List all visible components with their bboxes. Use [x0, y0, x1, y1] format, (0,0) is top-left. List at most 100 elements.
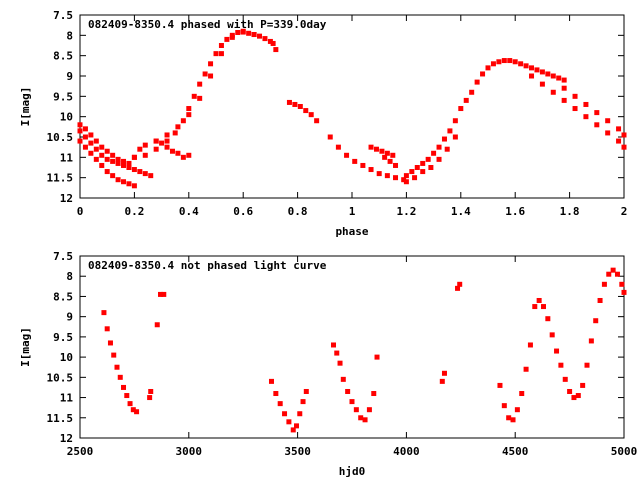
data-point [191, 93, 197, 99]
y-tick-label: 10.5 [47, 371, 74, 384]
data-point [452, 134, 458, 140]
y-tick-label: 10.5 [47, 131, 74, 144]
x-tick-label: 1.8 [560, 205, 580, 218]
data-point [180, 118, 186, 124]
data-point [556, 75, 562, 81]
data-point [619, 281, 625, 287]
data-point [431, 150, 437, 156]
y-tick-label: 8 [66, 29, 73, 42]
y-tick-label: 9.5 [53, 331, 73, 344]
data-point [571, 395, 577, 401]
data-point [554, 348, 560, 354]
data-point [376, 171, 382, 177]
y-tick-label: 9 [66, 311, 73, 324]
data-point [172, 130, 178, 136]
y-tick-label: 11.5 [47, 412, 74, 425]
data-point [562, 376, 568, 382]
data-point [519, 391, 525, 397]
data-point [142, 142, 148, 148]
data-point [412, 175, 418, 181]
data-point [457, 281, 463, 287]
data-point [273, 391, 279, 397]
data-point [561, 97, 567, 103]
data-point [297, 411, 303, 417]
data-point [300, 399, 306, 405]
y-axis-label: I[mag] [19, 327, 32, 367]
data-point [539, 81, 545, 87]
y-axis-label: I[mag] [19, 87, 32, 127]
data-point [335, 144, 341, 150]
data-point [337, 360, 343, 366]
data-point [121, 158, 127, 164]
data-point [601, 281, 607, 287]
data-point [218, 43, 224, 48]
data-point [428, 165, 434, 170]
data-point [290, 427, 296, 433]
data-point [197, 81, 203, 87]
x-tick-label: 2 [621, 205, 628, 218]
x-tick-label: 0.8 [288, 205, 308, 218]
x-tick-label: 0.6 [233, 205, 253, 218]
data-point [153, 146, 159, 152]
data-point [134, 409, 140, 415]
data-point [436, 144, 442, 150]
data-point [186, 112, 192, 118]
data-point [101, 310, 107, 316]
data-point [308, 112, 314, 118]
x-tick-label: 1.4 [451, 205, 471, 218]
plot-frame [79, 14, 625, 199]
data-point [523, 366, 529, 372]
data-point [229, 34, 235, 40]
data-point [294, 423, 300, 429]
y-tick-label: 9.5 [53, 90, 73, 103]
data-point [532, 304, 538, 310]
y-tick-label: 9 [66, 70, 73, 83]
data-point [480, 71, 486, 77]
data-point [540, 304, 546, 310]
data-point [334, 350, 340, 356]
x-tick-label: 5000 [611, 445, 638, 458]
data-point [130, 407, 136, 413]
y-tick-label: 7.5 [53, 9, 73, 22]
data-point [349, 399, 355, 405]
data-point [588, 338, 594, 344]
data-point [153, 138, 159, 144]
data-point [93, 146, 99, 152]
data-point [594, 122, 600, 128]
data-point [616, 126, 622, 132]
data-point [621, 144, 627, 150]
data-point [77, 128, 83, 134]
x-tick-label: 1.2 [396, 205, 416, 218]
data-point [268, 378, 274, 384]
data-point [353, 407, 359, 413]
data-point [148, 173, 154, 179]
data-point [550, 73, 556, 79]
data-point [514, 407, 520, 413]
x-tick-label: 4000 [393, 445, 420, 458]
data-point [282, 411, 288, 417]
data-point [444, 146, 450, 152]
data-point [529, 73, 535, 79]
data-point [82, 144, 88, 150]
data-point [126, 165, 132, 170]
data-point [610, 267, 616, 273]
data-point [262, 36, 268, 42]
data-point [594, 110, 600, 116]
data-point [235, 29, 241, 35]
data-point [366, 407, 372, 413]
data-point [286, 99, 292, 105]
data-point [403, 173, 409, 179]
data-point [77, 122, 83, 128]
x-tick-label: 3000 [176, 445, 203, 458]
data-point [382, 154, 388, 160]
data-point [159, 140, 165, 146]
data-point [127, 401, 133, 407]
data-point [501, 58, 507, 64]
data-point [529, 65, 535, 71]
data-point [441, 370, 447, 376]
data-point [297, 104, 303, 109]
y-tick-label: 12 [60, 192, 73, 205]
plot-frame [79, 255, 625, 439]
data-point [224, 36, 230, 42]
x-tick-label: 1 [349, 205, 356, 218]
